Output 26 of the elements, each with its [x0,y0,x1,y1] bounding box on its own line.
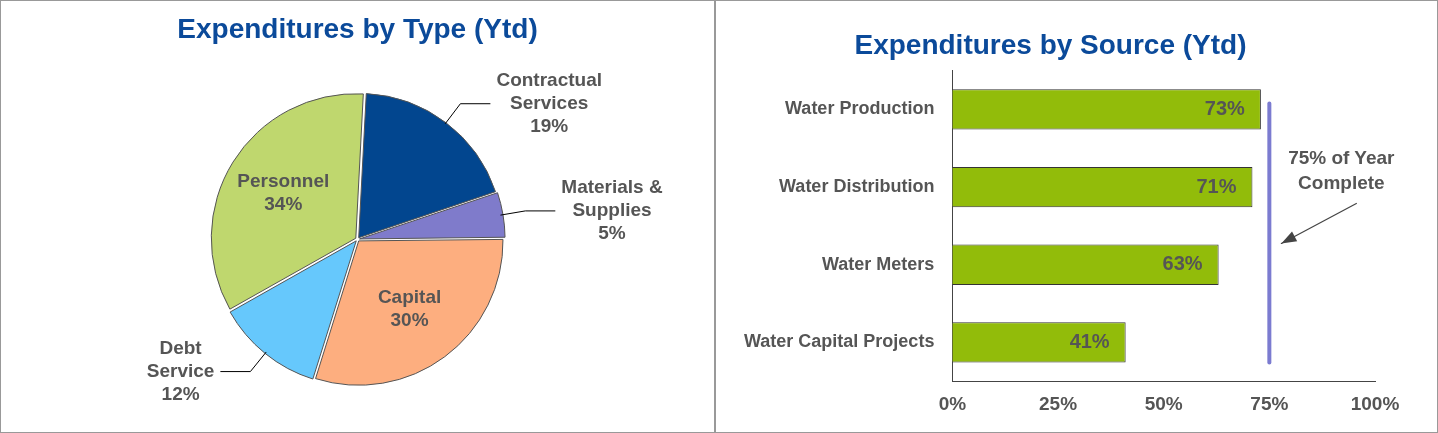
data-label: 5% [598,222,626,244]
y-tick-label: Water Capital Projects [744,331,935,352]
x-tick-label: 25% [1039,392,1078,414]
slice-label: Capital [377,286,442,308]
data-label: 12% [161,382,200,404]
slice-label: Personnel [237,170,330,192]
data-label: 71% [1196,174,1237,197]
data-label: 41% [1069,329,1110,352]
chart-title: Expenditures by Source (Ytd) [854,28,1247,60]
y-tick-label: Water Distribution [779,176,935,197]
data-label: 73% [1204,96,1246,119]
slice-label: Contractual Services [496,68,602,113]
x-tick-label: 50% [1144,392,1183,414]
slice-label: Materials & Supplies [561,176,663,221]
y-tick-label: Water Meters [822,253,935,274]
x-tick-label: 0% [938,392,967,414]
ref-line-label: 75% of Year Complete [1288,146,1396,193]
data-label: 34% [264,193,303,215]
data-label: 19% [530,114,569,136]
x-tick-label: 75% [1250,392,1289,414]
chart-title: Expenditures by Type (Ytd) [177,12,538,44]
data-label: 63% [1162,252,1203,275]
y-tick-label: Water Production [785,98,935,119]
data-label: 30% [390,309,429,331]
x-tick-label: 100% [1350,392,1400,414]
slice-label: Debt Service [146,336,215,381]
